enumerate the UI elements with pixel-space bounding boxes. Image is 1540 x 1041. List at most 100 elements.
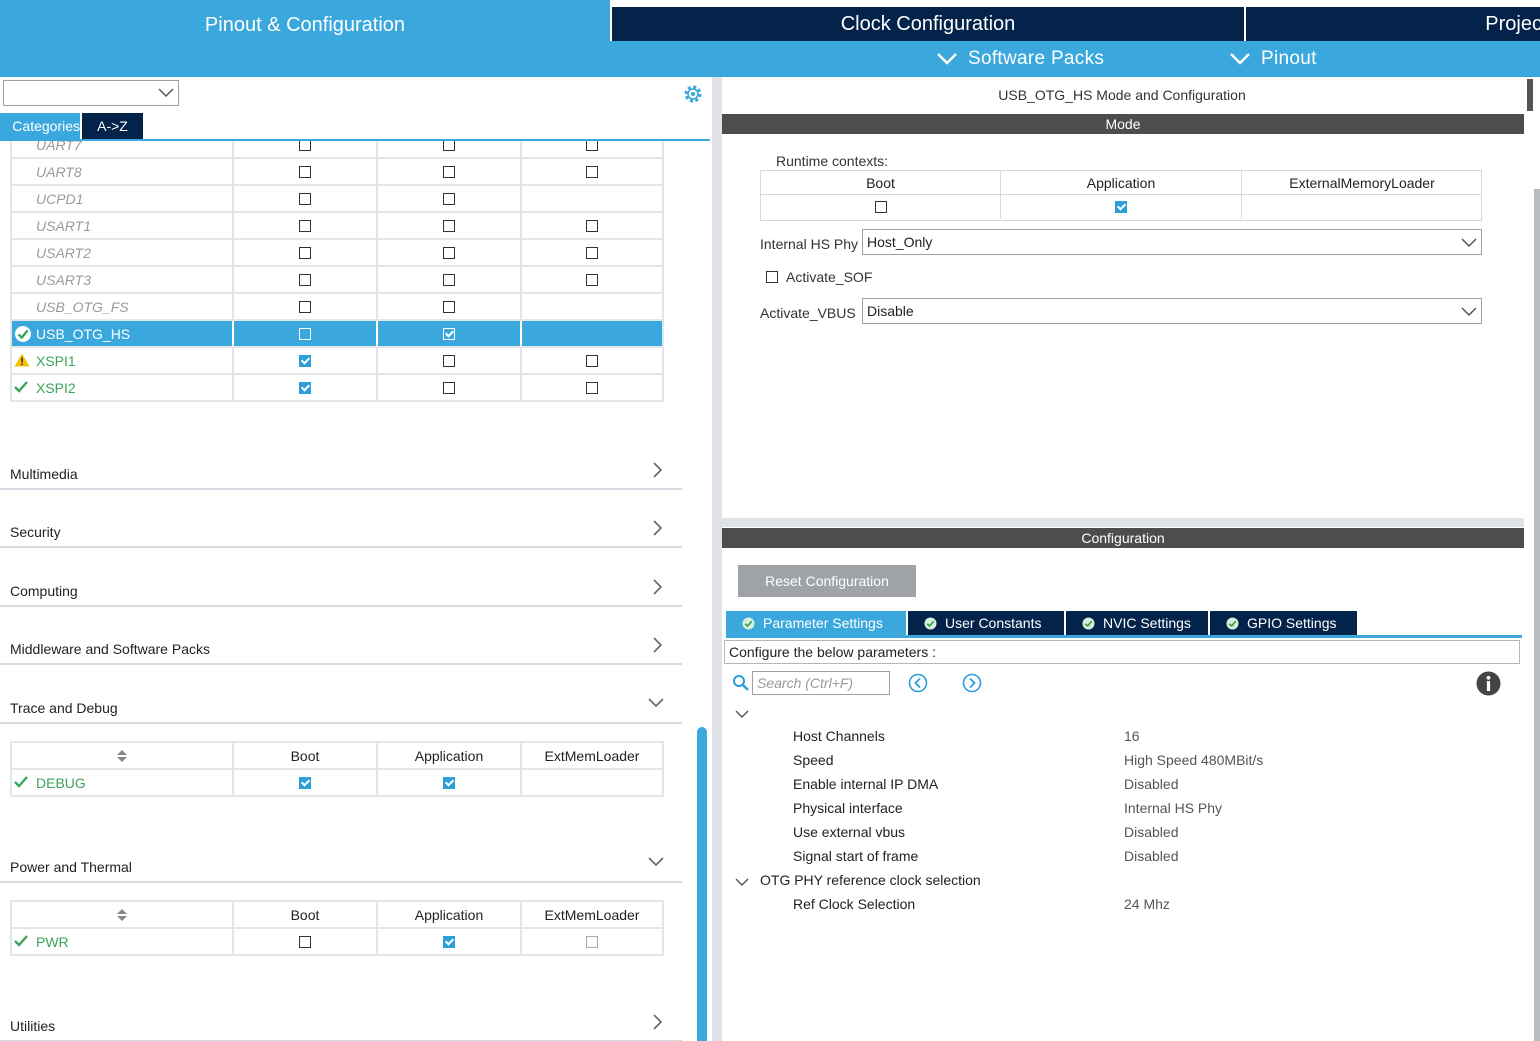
- tab-pinout-configuration[interactable]: Pinout & Configuration: [0, 0, 610, 42]
- filter-select[interactable]: [3, 80, 179, 106]
- previous-arrow-icon[interactable]: [908, 673, 928, 693]
- boot-checkbox[interactable]: [299, 273, 311, 286]
- next-arrow-icon[interactable]: [962, 673, 982, 693]
- boot-checkbox[interactable]: [299, 776, 311, 789]
- sort-column-header[interactable]: [12, 743, 234, 768]
- boot-checkbox[interactable]: [299, 141, 311, 151]
- category-trace-debug[interactable]: Trace and Debug: [0, 688, 682, 724]
- runtime-boot-checkbox[interactable]: [874, 201, 887, 213]
- category-computing[interactable]: Computing: [0, 571, 682, 607]
- tab-categories[interactable]: Categories: [0, 113, 80, 139]
- extmem-cell: [522, 240, 662, 265]
- application-checkbox[interactable]: [443, 192, 455, 205]
- extmem-checkbox[interactable]: [586, 165, 598, 178]
- table-row[interactable]: UART8: [12, 159, 662, 186]
- category-middleware[interactable]: Middleware and Software Packs: [0, 629, 682, 665]
- param-external-vbus-value[interactable]: Disabled: [1124, 824, 1179, 840]
- table-row[interactable]: USART2: [12, 240, 662, 267]
- table-row[interactable]: USB_OTG_FS: [12, 294, 662, 321]
- extmem-checkbox[interactable]: [586, 381, 598, 394]
- software-packs-menu[interactable]: Software Packs: [936, 41, 1104, 77]
- extmem-checkbox[interactable]: [586, 246, 598, 259]
- application-checkbox[interactable]: [443, 776, 455, 789]
- pinout-menu[interactable]: Pinout: [1229, 41, 1317, 77]
- chevron-down-icon[interactable]: [735, 878, 749, 887]
- boot-checkbox[interactable]: [299, 219, 311, 232]
- peripheral-name: UART7: [36, 141, 82, 153]
- application-checkbox[interactable]: [443, 935, 455, 948]
- param-physical-interface-value[interactable]: Internal HS Phy: [1124, 800, 1223, 816]
- table-row[interactable]: XSPI2: [12, 375, 662, 402]
- application-checkbox[interactable]: [443, 300, 455, 313]
- boot-checkbox[interactable]: [299, 246, 311, 259]
- boot-checkbox[interactable]: [299, 192, 311, 205]
- configure-hint: Configure the below parameters :: [724, 640, 1520, 664]
- activate-vbus-select[interactable]: Disable: [862, 298, 1482, 324]
- category-utilities[interactable]: Utilities: [0, 1006, 682, 1041]
- application-checkbox[interactable]: [443, 141, 455, 151]
- boot-checkbox[interactable]: [299, 935, 311, 948]
- param-sof-value[interactable]: Disabled: [1124, 848, 1179, 864]
- tab-a-to-z[interactable]: A->Z: [82, 113, 143, 139]
- param-dma-value[interactable]: Disabled: [1124, 776, 1179, 792]
- table-row[interactable]: XSPI1: [12, 348, 662, 375]
- boot-checkbox[interactable]: [299, 300, 311, 313]
- application-checkbox[interactable]: [443, 246, 455, 259]
- peripheral-list-viewport: UART7 UART8 UCPD1 USART1 USART2 USART3 USB_OTG…: [0, 141, 700, 403]
- param-group-otg-phy[interactable]: OTG PHY reference clock selection: [760, 872, 981, 888]
- application-checkbox[interactable]: [443, 381, 455, 394]
- extmem-checkbox[interactable]: [586, 141, 598, 151]
- internal-hs-phy-select[interactable]: Host_Only: [862, 229, 1482, 255]
- category-security[interactable]: Security: [0, 512, 682, 548]
- chevron-down-icon: [1230, 53, 1250, 65]
- search-input[interactable]: Search (Ctrl+F): [752, 671, 890, 695]
- gear-icon[interactable]: [682, 83, 704, 105]
- tab-user-constants[interactable]: User Constants: [908, 611, 1064, 635]
- collapse-handle[interactable]: [1527, 79, 1533, 111]
- runtime-application-checkbox[interactable]: [1115, 201, 1127, 213]
- tab-clock-configuration[interactable]: Clock Configuration: [612, 7, 1244, 41]
- application-checkbox[interactable]: [443, 327, 455, 340]
- category-power-thermal[interactable]: Power and Thermal: [0, 847, 682, 883]
- category-multimedia[interactable]: Multimedia: [0, 454, 682, 490]
- tab-parameter-settings[interactable]: Parameter Settings: [726, 611, 906, 635]
- table-row-pwr[interactable]: PWR: [12, 929, 662, 956]
- application-cell: [378, 267, 522, 292]
- application-checkbox[interactable]: [443, 354, 455, 367]
- param-speed-value[interactable]: High Speed 480MBit/s: [1124, 752, 1264, 768]
- tab-project-manager[interactable]: Projec: [1246, 7, 1540, 41]
- left-scrollbar-thumb[interactable]: [697, 727, 707, 1041]
- application-cell: [378, 375, 522, 400]
- activate-sof-checkbox[interactable]: [766, 271, 778, 283]
- application-checkbox[interactable]: [443, 219, 455, 232]
- param-host-channels-value[interactable]: 16: [1124, 728, 1140, 744]
- sort-column-header[interactable]: [12, 902, 234, 927]
- application-checkbox[interactable]: [443, 165, 455, 178]
- tab-label: GPIO Settings: [1247, 615, 1337, 631]
- boot-checkbox[interactable]: [299, 381, 311, 394]
- table-row[interactable]: UCPD1: [12, 186, 662, 213]
- extmem-checkbox[interactable]: [586, 354, 598, 367]
- boot-checkbox[interactable]: [299, 354, 311, 367]
- extmem-checkbox[interactable]: [586, 219, 598, 232]
- table-row[interactable]: USART3: [12, 267, 662, 294]
- chevron-down-icon[interactable]: [735, 710, 749, 719]
- param-ref-clock-value[interactable]: 24 Mhz: [1124, 896, 1170, 912]
- boot-checkbox[interactable]: [299, 165, 311, 178]
- table-row[interactable]: USB_OTG_HS: [12, 321, 662, 348]
- runtime-extmem-cell: [1242, 195, 1482, 219]
- application-checkbox[interactable]: [443, 273, 455, 286]
- table-row-debug[interactable]: DEBUG: [12, 770, 662, 797]
- table-row[interactable]: USART1: [12, 213, 662, 240]
- table-row[interactable]: UART7: [12, 141, 662, 159]
- panel-splitter[interactable]: [712, 77, 722, 1041]
- boot-checkbox[interactable]: [299, 327, 311, 340]
- info-icon[interactable]: [1476, 671, 1501, 696]
- tab-gpio-settings[interactable]: GPIO Settings: [1210, 611, 1357, 635]
- category-label: Middleware and Software Packs: [10, 641, 210, 657]
- extmem-checkbox[interactable]: [586, 273, 598, 286]
- param-dma-name: Enable internal IP DMA: [793, 776, 939, 792]
- tab-nvic-settings[interactable]: NVIC Settings: [1066, 611, 1208, 635]
- activate-sof-option[interactable]: Activate_SOF: [766, 269, 872, 285]
- reset-configuration-button[interactable]: Reset Configuration: [738, 565, 916, 597]
